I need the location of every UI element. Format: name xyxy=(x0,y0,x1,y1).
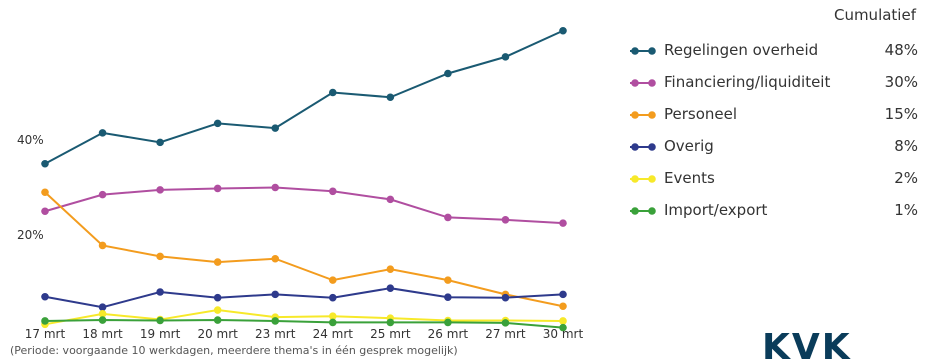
series-line xyxy=(44,29,564,165)
x-tick-label: 24 mrt xyxy=(313,327,354,341)
data-point xyxy=(156,316,164,325)
data-point xyxy=(559,323,567,332)
data-point xyxy=(213,184,222,193)
data-point xyxy=(41,207,49,216)
data-point xyxy=(213,316,222,324)
y-axis-labels: 20% 40% xyxy=(17,133,44,242)
data-point xyxy=(213,293,222,302)
data-point xyxy=(559,26,567,35)
x-tick-label: 30 mrt xyxy=(543,327,584,341)
data-point xyxy=(328,318,337,327)
data-point xyxy=(98,190,107,199)
x-tick-label: 26 mrt xyxy=(428,327,469,341)
data-point xyxy=(271,124,280,132)
data-point xyxy=(501,293,510,302)
data-point xyxy=(98,303,107,312)
data-point xyxy=(386,195,395,204)
data-point xyxy=(501,319,510,327)
data-point xyxy=(386,318,395,327)
series-2 xyxy=(41,188,567,311)
data-point xyxy=(386,265,395,274)
series-0 xyxy=(41,26,567,168)
y-tick-label: 40% xyxy=(17,133,44,147)
series-line xyxy=(44,186,564,225)
data-point xyxy=(156,138,164,147)
x-axis-labels: 17 mrt 18 mrt 19 mrt 20 mrt 23 mrt 24 mrt 25 m… xyxy=(25,327,584,341)
data-point xyxy=(559,290,567,299)
data-point xyxy=(559,317,567,325)
data-point xyxy=(559,302,567,311)
series-5 xyxy=(41,316,567,332)
data-point xyxy=(41,317,49,325)
data-point xyxy=(444,213,452,222)
data-point xyxy=(501,53,510,61)
y-tick-label: 20% xyxy=(17,228,44,242)
data-point xyxy=(271,254,280,263)
data-point xyxy=(98,129,107,137)
chart-series xyxy=(41,26,567,332)
data-point xyxy=(444,318,452,327)
footnote: (Periode: voorgaande 10 werkdagen, meerd… xyxy=(10,344,458,357)
series-3 xyxy=(41,284,567,312)
data-point xyxy=(156,186,164,194)
series-line xyxy=(44,309,564,326)
series-4 xyxy=(41,306,567,329)
data-point xyxy=(98,241,107,250)
data-point xyxy=(156,252,164,261)
series-line xyxy=(44,319,564,329)
data-point xyxy=(41,292,49,301)
data-point xyxy=(156,288,164,296)
data-point xyxy=(444,293,452,302)
x-tick-label: 17 mrt xyxy=(25,327,66,341)
x-tick-label: 23 mrt xyxy=(255,327,296,341)
data-point xyxy=(501,216,510,224)
series-line xyxy=(44,191,564,308)
series-1 xyxy=(41,183,567,227)
data-point xyxy=(41,188,49,197)
data-point xyxy=(386,284,395,293)
x-tick-label: 18 mrt xyxy=(82,327,123,341)
data-point xyxy=(386,93,395,102)
data-point xyxy=(328,293,337,302)
data-point xyxy=(271,290,280,299)
data-point xyxy=(328,276,337,284)
data-point xyxy=(444,69,452,78)
data-point xyxy=(41,159,49,168)
data-point xyxy=(444,276,452,284)
x-tick-label: 19 mrt xyxy=(140,327,181,341)
data-point xyxy=(328,312,337,321)
data-point xyxy=(271,317,280,325)
data-point xyxy=(213,306,222,314)
x-tick-label: 27 mrt xyxy=(485,327,526,341)
data-point xyxy=(271,183,280,192)
data-point xyxy=(328,88,337,97)
data-point xyxy=(559,219,567,227)
data-point xyxy=(98,316,107,324)
data-point xyxy=(98,310,107,318)
x-tick-label: 20 mrt xyxy=(197,327,238,341)
data-point xyxy=(328,187,337,196)
data-point xyxy=(213,119,222,128)
x-tick-label: 25 mrt xyxy=(370,327,411,341)
data-point xyxy=(213,258,222,266)
kvk-logo: KVK xyxy=(762,328,852,363)
series-line xyxy=(44,287,564,309)
